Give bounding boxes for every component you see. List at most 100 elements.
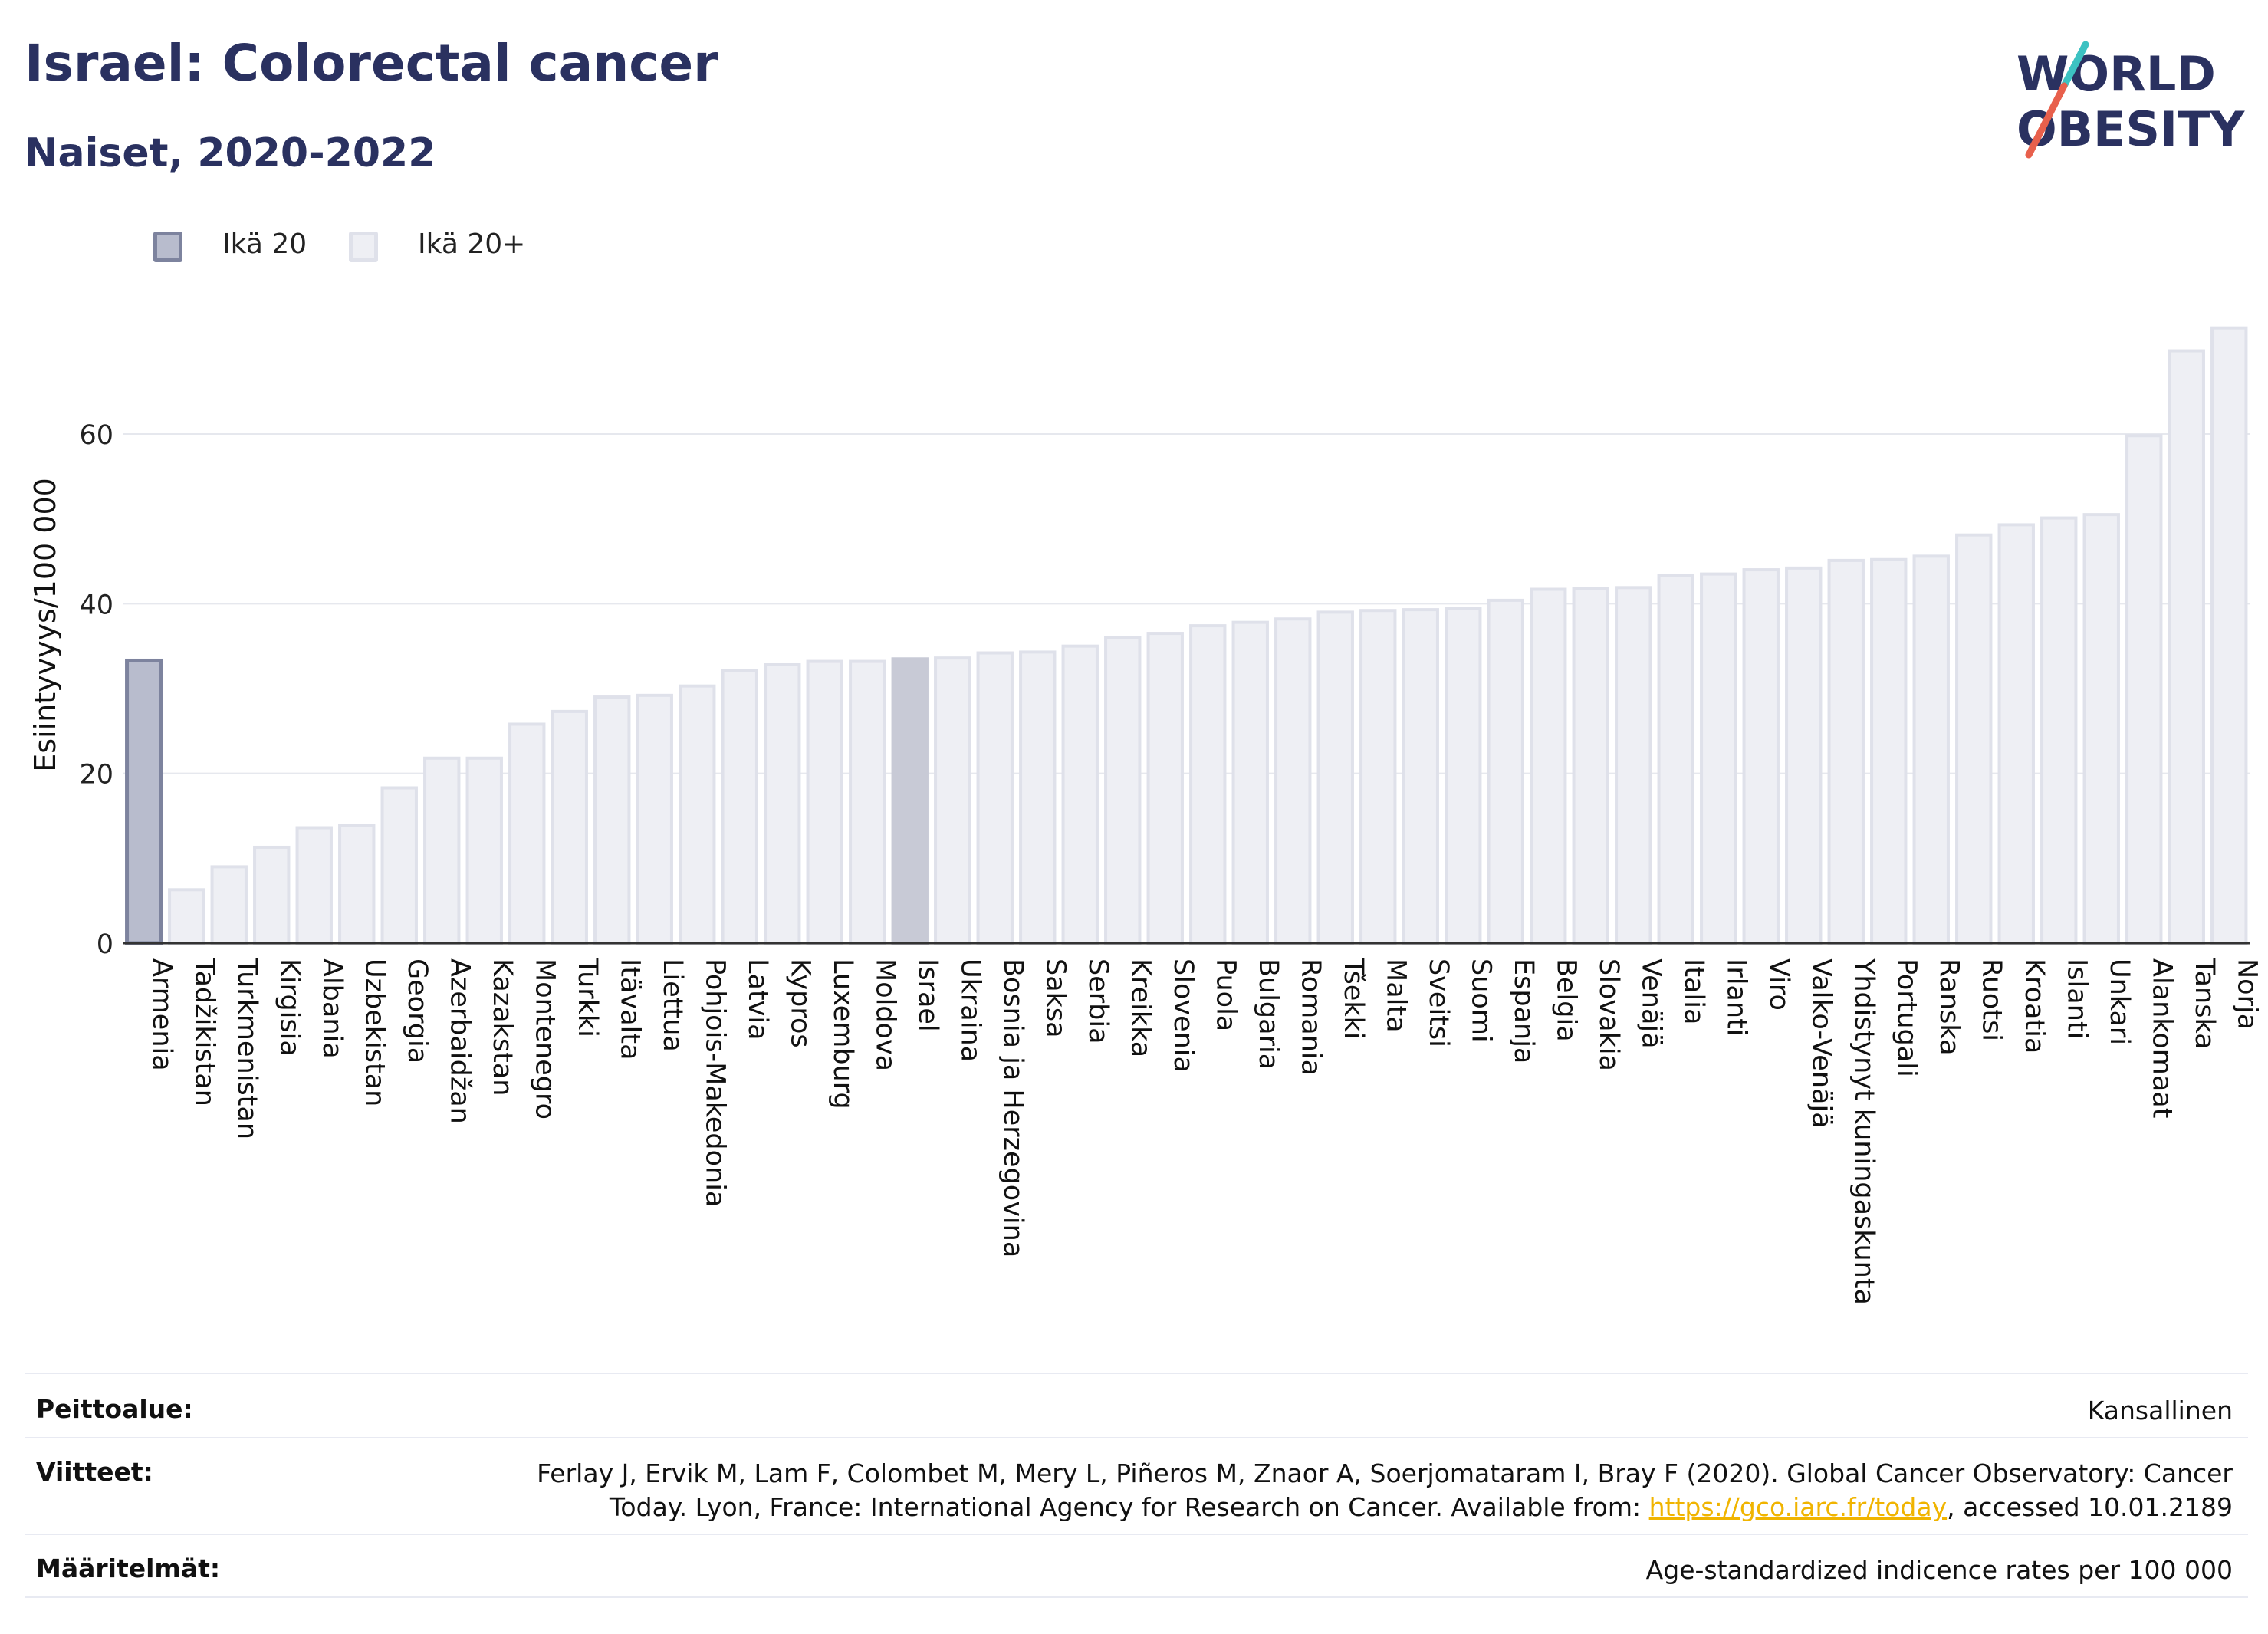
bar-malta (1359, 609, 1397, 945)
y-axis-title: Esiintyvyys/100 000 (28, 478, 62, 772)
bar-ruotsi (1955, 533, 1993, 945)
x-tick-label: Turkmenistan (232, 958, 262, 1139)
x-tick-label: Turkki (572, 958, 603, 1037)
bar-viro (1742, 568, 1780, 945)
x-tick-label: Itävalta (614, 958, 645, 1060)
logo-slash-red (2025, 82, 2068, 159)
bar-norja (2210, 326, 2248, 945)
x-tick-label: Kreikka (1125, 958, 1155, 1057)
x-tick-label: Kypros (784, 958, 815, 1048)
x-tick-label: Espanja (1508, 958, 1539, 1064)
bar-t-ekki (1316, 610, 1354, 945)
x-tick-label: Tšekki (1338, 958, 1369, 1040)
bar-azerbaid-an (423, 756, 461, 945)
y-tick-label: 40 (79, 590, 113, 620)
x-tick-label: Luxemburg (827, 958, 858, 1110)
x-tick-label: Sveitsi (1423, 958, 1454, 1047)
meta-key-references: Viitteet: (36, 1457, 153, 1487)
x-tick-label: Uzbekistan (359, 958, 390, 1106)
bar-kirgisia (253, 845, 291, 945)
x-tick-label: Liettua (657, 958, 688, 1052)
meta-divider (25, 1596, 2248, 1598)
bar-ranska (1912, 554, 1950, 945)
bar-irlanti (1700, 572, 1737, 945)
x-tick-label: Armenia (146, 958, 177, 1071)
bar-albania (295, 826, 333, 945)
bar-latvia (721, 669, 758, 945)
bar-unkari (2082, 513, 2120, 945)
bar-valko-ven-j- (1785, 566, 1823, 945)
meta-divider (25, 1534, 2248, 1535)
page-title: Israel: Colorectal cancer (25, 34, 718, 93)
bar-turkki (551, 709, 588, 945)
bar-it-valta (593, 695, 631, 945)
bar-luxemburg (806, 659, 843, 945)
bar-suomi (1445, 607, 1482, 945)
reference-line2-post: , accessed 10.01.2189 (1947, 1492, 2233, 1522)
bar-turkmenistan (210, 865, 248, 945)
x-tick-label: Alankomaat (2146, 958, 2177, 1118)
x-tick-label: Islanti (2061, 958, 2092, 1039)
meta-divider (25, 1373, 2248, 1374)
bar-yhdistynyt-kuningaskunta (1827, 558, 1865, 945)
reference-link[interactable]: https://gco.iarc.fr/today (1648, 1492, 1948, 1522)
x-tick-label: Saksa (1040, 958, 1070, 1038)
logo-line1: WORLD (2017, 46, 2216, 102)
y-tick-label: 60 (79, 420, 113, 451)
x-tick-label: Serbia (1083, 958, 1113, 1044)
bar-islanti (2040, 516, 2078, 945)
x-tick-label: Irlanti (1721, 958, 1751, 1037)
legend-swatch-age20 (153, 232, 182, 262)
bar-slovakia (1572, 587, 1609, 945)
x-tick-label: Italia (1678, 958, 1709, 1024)
bar-bulgaria (1231, 620, 1269, 945)
bar-romania (1274, 617, 1312, 945)
x-tick-label: Yhdistynyt kuningaskunta (1849, 958, 1879, 1305)
bar-kroatia (1997, 523, 2035, 945)
bar-georgia (380, 786, 418, 945)
x-tick-label: Montenegro (529, 958, 560, 1119)
bar-kazakstan (465, 756, 503, 945)
x-tick-label: Moldova (869, 958, 900, 1071)
bar-tad-ikistan (168, 888, 205, 945)
legend-label-age20plus: Ikä 20+ (418, 228, 526, 260)
bar-chart: 0 20 40 60 Esiintyvyys/100 000 Armenia Tadžiki… (28, 326, 2262, 1305)
meta-key-coverage: Peittoalue: (36, 1394, 193, 1424)
bar-espanja (1487, 598, 1524, 945)
page-subtitle: Naiset, 2020-2022 (25, 130, 436, 176)
x-tick-label: Viro (1763, 958, 1794, 1011)
bar-liettua (636, 693, 673, 945)
reference-line2: Today. Lyon, France: International Agenc… (537, 1491, 2233, 1524)
x-tick-label: Portugali (1891, 958, 1921, 1077)
bar-armenia (125, 658, 163, 945)
x-tick-label: Pohjois-Makedonia (699, 958, 730, 1207)
x-tick-label: Bulgaria (1253, 958, 1284, 1070)
x-tick-label: Slovakia (1593, 958, 1624, 1071)
x-tick-label: Ruotsi (1976, 958, 2007, 1041)
bar-tanska (2168, 349, 2205, 945)
legend-swatch-age20plus (349, 232, 378, 262)
bar-italia (1657, 574, 1694, 945)
world-obesity-logo: WORLD OBESITY (2017, 41, 2245, 159)
bar-sveitsi (1402, 608, 1439, 945)
x-tick-label: Tadžikistan (189, 958, 219, 1106)
bar-moldova (849, 659, 886, 945)
x-tick-label: Ukraina (955, 958, 985, 1062)
meta-value-definitions: Age-standardized indicence rates per 100… (1645, 1555, 2233, 1585)
bar-serbia (1061, 644, 1099, 945)
bar-saksa (1019, 650, 1057, 945)
bar-kreikka (1104, 636, 1142, 945)
meta-value-references: Ferlay J, Ervik M, Lam F, Colombet M, Me… (537, 1457, 2233, 1524)
x-tick-label: Venäjä (1635, 958, 1666, 1049)
x-tick-label: Suomi (1465, 958, 1496, 1043)
bar-belgia (1530, 587, 1567, 945)
x-tick-label: Slovenia (1168, 958, 1198, 1073)
meta-divider (25, 1437, 2248, 1438)
x-tick-label: Latvia (742, 958, 773, 1041)
x-tick-label: Unkari (2104, 958, 2135, 1045)
x-tick-label: Georgia (402, 958, 432, 1064)
bar-puola (1189, 624, 1227, 945)
bar-uzbekistan (338, 824, 376, 945)
bar-portugali (1870, 557, 1908, 945)
y-tick-label: 20 (79, 760, 113, 791)
